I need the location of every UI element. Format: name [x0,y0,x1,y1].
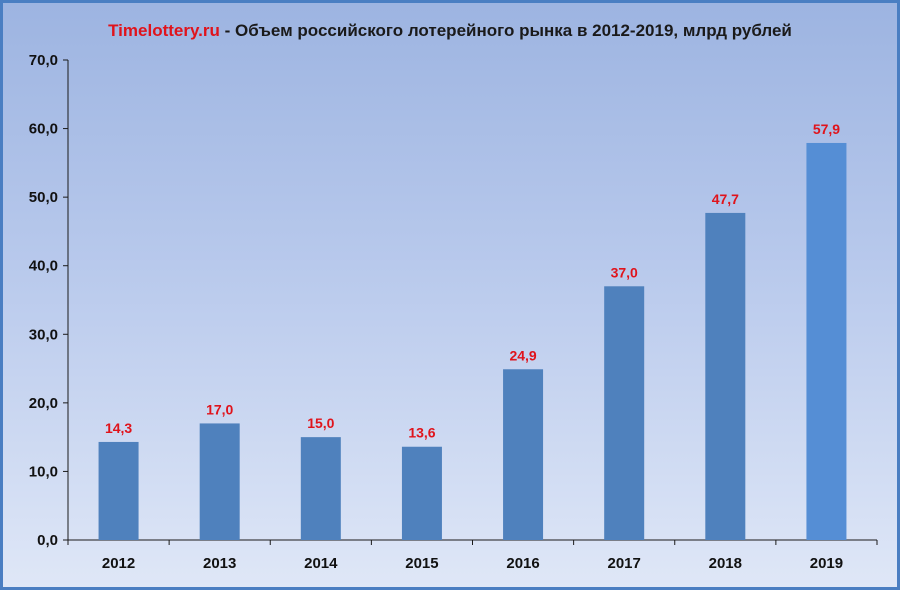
y-tick-label: 0,0 [37,532,58,549]
bar-2018 [705,212,746,540]
x-tick-label-2017: 2017 [608,555,641,572]
bar-2012 [98,441,139,540]
chart-title-brand: Timelottery.ru [108,21,220,40]
data-label-2012: 14,3 [105,420,132,436]
x-tick-label-2014: 2014 [304,555,338,572]
bar-2016 [503,369,544,540]
bar-2019 [806,142,847,540]
y-tick-label: 30,0 [29,326,58,343]
y-tick-label: 70,0 [29,52,58,69]
y-tick-label: 60,0 [29,121,58,138]
x-tick-label-2018: 2018 [709,555,742,572]
data-label-2017: 37,0 [611,264,638,280]
y-tick-label: 40,0 [29,258,58,275]
data-label-2016: 24,9 [509,347,536,363]
y-tick-label: 50,0 [29,189,58,206]
bar-2015 [401,446,442,540]
y-tick-label: 20,0 [29,395,58,412]
x-tick-label-2013: 2013 [203,555,236,572]
y-tick-label: 10,0 [29,463,58,480]
x-tick-label-2015: 2015 [405,555,438,572]
bar-chart: 0,0 10,0 20,0 30,0 40,0 50,0 60,0 70,0 14,3 2012 1… [29,52,878,572]
bar-2013 [199,423,240,540]
x-tick-label-2016: 2016 [506,555,539,572]
x-tick-label-2012: 2012 [102,555,135,572]
data-label-2019: 57,9 [813,121,840,137]
chart-title: Timelottery.ru - Объем российского лотер… [3,21,897,41]
data-label-2013: 17,0 [206,401,233,417]
data-label-2014: 15,0 [307,415,334,431]
data-label-2018: 47,7 [712,191,739,207]
bar-2014 [300,437,341,540]
x-tick-label-2019: 2019 [810,555,843,572]
bar-2017 [604,286,645,540]
data-label-2015: 13,6 [408,425,435,441]
chart-title-text: - Объем российского лотерейного рынка в … [219,21,792,40]
